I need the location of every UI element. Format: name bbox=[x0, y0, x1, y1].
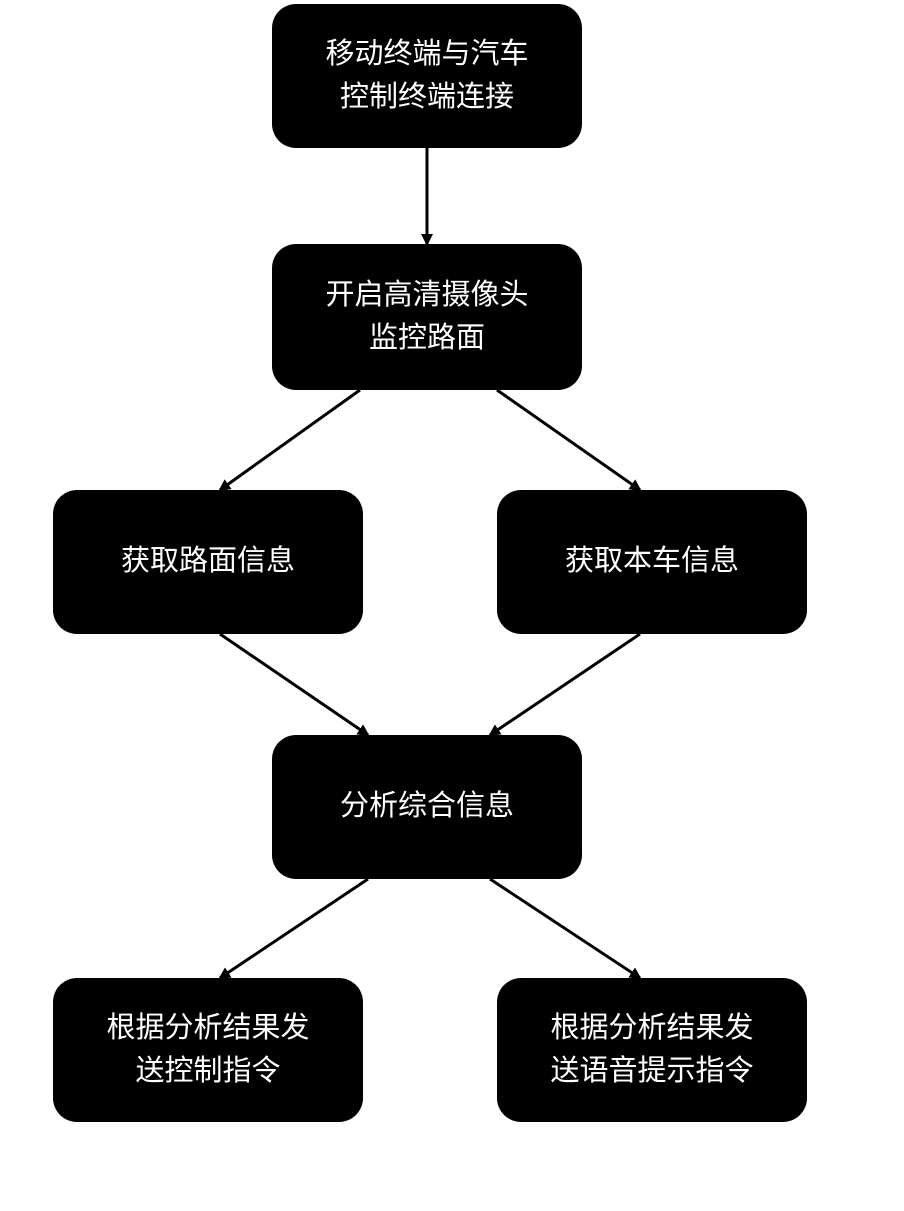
flowchart-edge-n5-n6 bbox=[220, 879, 368, 978]
flowchart-node-n5: 分析综合信息 bbox=[272, 735, 582, 879]
node-label: 移动终端与汽车 控制终端连接 bbox=[325, 33, 528, 120]
flowchart-edge-n2-n3 bbox=[220, 390, 360, 490]
node-label: 根据分析结果发 送语音提示指令 bbox=[550, 1007, 753, 1094]
node-label: 分析综合信息 bbox=[340, 785, 514, 829]
node-label: 开启高清摄像头 监控路面 bbox=[325, 274, 528, 361]
flowchart-node-n7: 根据分析结果发 送语音提示指令 bbox=[497, 978, 807, 1122]
flowchart-edge-n3-n5 bbox=[220, 634, 368, 735]
flowchart-node-n6: 根据分析结果发 送控制指令 bbox=[53, 978, 363, 1122]
node-label: 获取路面信息 bbox=[121, 540, 295, 584]
flowchart-node-n2: 开启高清摄像头 监控路面 bbox=[272, 244, 582, 390]
node-label: 根据分析结果发 送控制指令 bbox=[106, 1007, 309, 1094]
node-label: 获取本车信息 bbox=[565, 540, 739, 584]
flowchart-edge-n2-n4 bbox=[497, 390, 640, 490]
flowchart-node-n3: 获取路面信息 bbox=[53, 490, 363, 634]
flowchart-edge-n5-n7 bbox=[490, 879, 640, 978]
flowchart-node-n4: 获取本车信息 bbox=[497, 490, 807, 634]
flowchart-edge-n4-n5 bbox=[490, 634, 640, 735]
flowchart-node-n1: 移动终端与汽车 控制终端连接 bbox=[272, 4, 582, 148]
